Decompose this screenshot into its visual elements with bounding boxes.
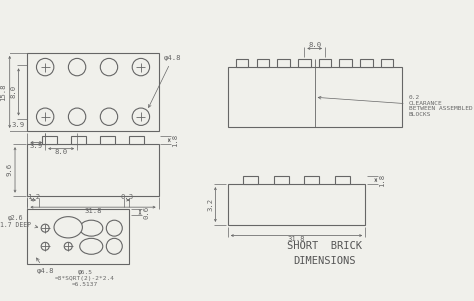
Bar	[100, 136, 115, 144]
Bar	[273, 176, 289, 184]
Bar	[129, 136, 145, 144]
Text: 1.8: 1.8	[379, 174, 385, 187]
Text: 3.2: 3.2	[207, 198, 213, 211]
Text: SHORT  BRICK
DIMENSIONS: SHORT BRICK DIMENSIONS	[287, 241, 362, 266]
Text: 8.0: 8.0	[308, 42, 321, 48]
Text: 8.0: 8.0	[55, 149, 68, 155]
Text: 3.9: 3.9	[30, 143, 43, 149]
Text: 0.3: 0.3	[120, 194, 133, 200]
Bar	[71, 136, 86, 144]
Text: 9.6: 9.6	[7, 163, 13, 176]
Bar	[42, 136, 57, 144]
Bar	[360, 59, 373, 67]
Circle shape	[132, 108, 150, 126]
Circle shape	[41, 224, 49, 232]
Text: 1.2: 1.2	[27, 194, 40, 200]
Circle shape	[41, 242, 49, 250]
Ellipse shape	[106, 220, 122, 236]
Ellipse shape	[80, 220, 103, 236]
Text: 3.9: 3.9	[12, 122, 25, 128]
Text: φ4.8: φ4.8	[148, 55, 182, 107]
Text: φ6.5
=8*SQRT(2)-2*2.4
=6.5137: φ6.5 =8*SQRT(2)-2*2.4 =6.5137	[55, 270, 115, 287]
Bar	[304, 176, 319, 184]
Text: 31.8: 31.8	[288, 236, 305, 242]
Bar	[277, 59, 290, 67]
Bar	[319, 59, 331, 67]
Circle shape	[100, 58, 118, 76]
Ellipse shape	[80, 238, 103, 254]
Circle shape	[100, 108, 118, 126]
Text: φ2.6
1.7 DEEP: φ2.6 1.7 DEEP	[0, 215, 38, 228]
Bar	[228, 67, 401, 127]
Bar	[257, 59, 269, 67]
Bar	[381, 59, 393, 67]
Bar	[27, 53, 159, 131]
Ellipse shape	[57, 220, 80, 236]
Bar	[236, 59, 248, 67]
Circle shape	[36, 58, 54, 76]
Bar	[27, 209, 129, 264]
Bar	[228, 184, 365, 225]
Text: 1.8: 1.8	[173, 134, 179, 147]
Bar	[27, 144, 159, 196]
Text: 8.0: 8.0	[10, 85, 16, 98]
Ellipse shape	[54, 217, 82, 238]
Text: 31.8: 31.8	[84, 208, 102, 214]
Text: 0.6: 0.6	[143, 206, 149, 219]
Bar	[335, 176, 350, 184]
Text: 15.8: 15.8	[0, 83, 7, 101]
Circle shape	[132, 58, 150, 76]
Circle shape	[36, 108, 54, 126]
Circle shape	[68, 58, 86, 76]
Circle shape	[68, 108, 86, 126]
Bar	[339, 59, 352, 67]
Ellipse shape	[106, 238, 122, 254]
Text: φ4.8: φ4.8	[36, 258, 54, 274]
Bar	[243, 176, 258, 184]
Bar	[298, 59, 310, 67]
Text: 0.2
CLEARANCE
BETWEEN ASSEMBLED
BLOCKS: 0.2 CLEARANCE BETWEEN ASSEMBLED BLOCKS	[318, 95, 473, 117]
Circle shape	[64, 242, 72, 250]
